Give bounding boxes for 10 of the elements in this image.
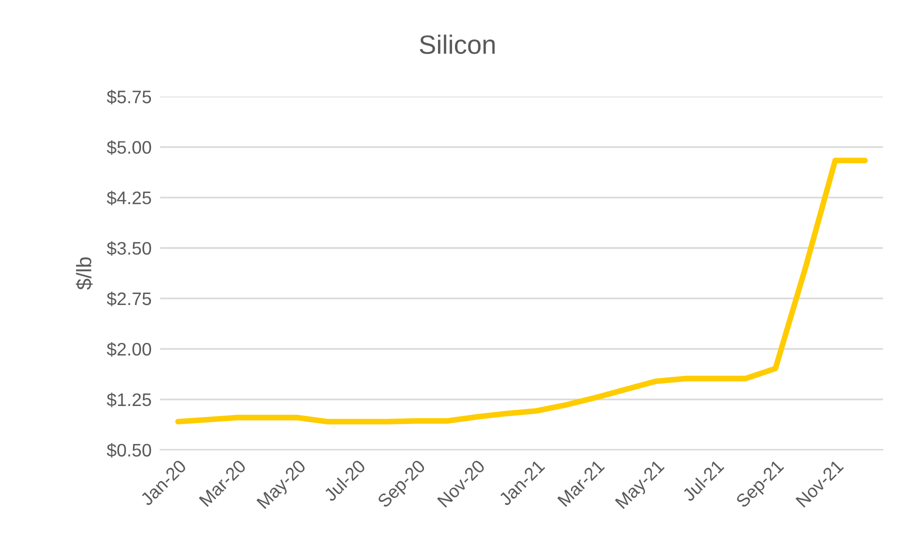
- y-tick-label: $5.75: [106, 90, 152, 104]
- y-tick-label: $5.00: [106, 140, 152, 155]
- y-tick-label: $0.50: [106, 443, 152, 458]
- y-tick-label: $3.50: [106, 241, 152, 256]
- y-tick-label: $1.25: [106, 392, 152, 408]
- y-axis-title: $/lb: [76, 257, 93, 290]
- y-tick-label: $2.75: [106, 292, 152, 306]
- y-tick-label: $2.00: [106, 342, 152, 357]
- y-tick-label: $4.25: [106, 190, 152, 206]
- chart-title: Silicon: [420, 34, 495, 54]
